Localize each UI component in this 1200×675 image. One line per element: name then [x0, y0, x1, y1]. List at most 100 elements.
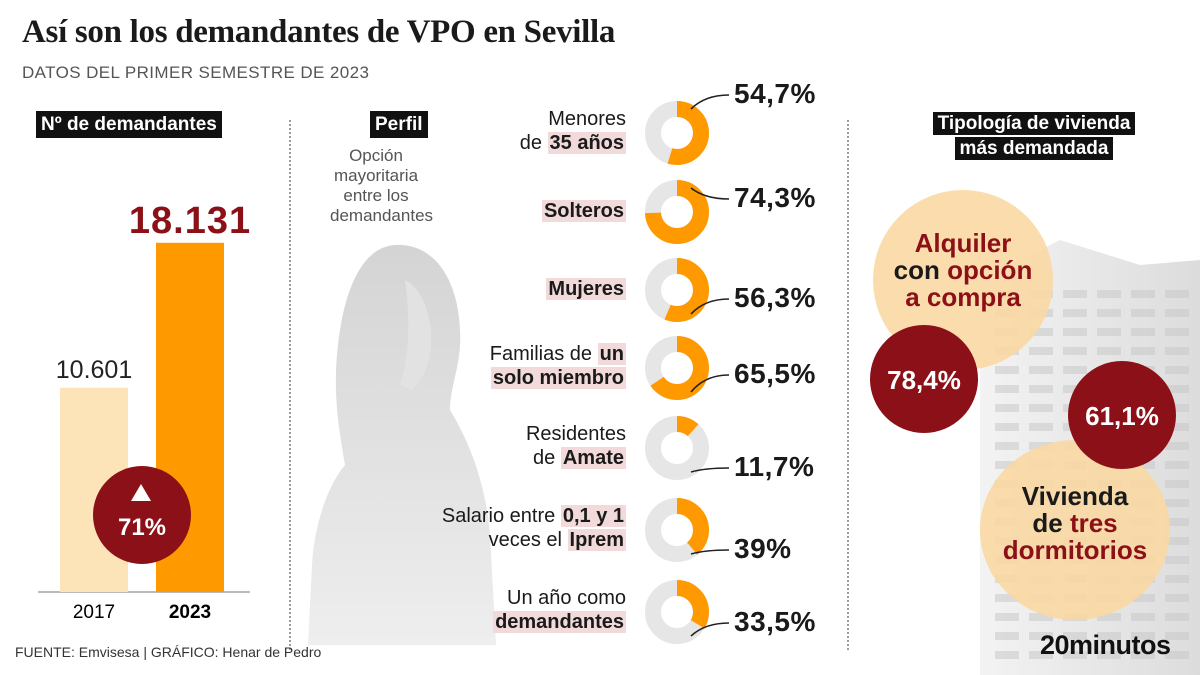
growth-badge: 71% — [93, 466, 191, 564]
perfil-label-line: Un año como — [493, 586, 626, 610]
section-divider-left — [289, 120, 291, 650]
perfil-label: Residentes de Amate — [526, 422, 626, 470]
perfil-label-line: solo miembro — [490, 366, 626, 390]
building-window — [1029, 632, 1053, 640]
perfil-value: 33,5% — [734, 606, 816, 637]
perfil-value: 74,3% — [734, 182, 816, 213]
highlighted-text: Mujeres — [546, 278, 626, 300]
perfil-label-line: Solteros — [541, 199, 626, 223]
tipologia-header-line: Tipología de vivienda — [932, 112, 1136, 135]
building-window — [1165, 594, 1189, 602]
typology-line: con opción — [873, 257, 1053, 284]
perfil-header: Perfil — [370, 111, 428, 138]
perfil-label-line: Familias de un — [490, 342, 626, 366]
donut-connector — [690, 467, 730, 473]
building-window — [1063, 328, 1087, 336]
building-window — [1063, 632, 1087, 640]
growth-value: 71% — [117, 514, 167, 541]
label-text: veces el — [488, 529, 568, 551]
building-window — [1165, 423, 1189, 431]
typology-text: de — [1032, 508, 1070, 538]
tipologia-header-line: más demandada — [954, 137, 1114, 160]
building-window — [995, 404, 1019, 412]
woman-silhouette-image — [308, 244, 496, 645]
perfil-label: Mujeres — [546, 277, 626, 301]
building-window — [1165, 518, 1189, 526]
donut-slice — [645, 180, 709, 244]
perfil-value: 39% — [734, 533, 792, 564]
highlighted-text: un — [597, 343, 626, 365]
perfil-label-line: Menores — [520, 107, 626, 131]
typology-text: Vivienda — [1021, 481, 1129, 511]
perfil-subtitle-line: demandantes — [330, 206, 434, 225]
perfil-label-line: veces el Iprem — [442, 528, 626, 552]
perfil-subtitle-line: entre los — [343, 186, 409, 205]
bar-category-label: 2017 — [73, 602, 115, 623]
building-window — [1131, 309, 1155, 317]
building-window — [1029, 385, 1053, 393]
building-window — [1063, 347, 1087, 355]
vivienda-value: 61,1% — [1085, 401, 1159, 431]
label-text: Menores — [548, 108, 626, 130]
building-window — [1165, 613, 1189, 621]
highlighted-text: solo miembro — [490, 367, 626, 389]
demandantes-bar-chart: 10.601 2017 18.131 2023 — [38, 200, 251, 623]
building-window — [1097, 290, 1121, 298]
source-credit: FUENTE: Emvisesa | GRÁFICO: Henar de Ped… — [15, 644, 322, 660]
building-window — [1165, 651, 1189, 659]
donut-slice — [645, 416, 709, 480]
perfil-label-line: de Amate — [526, 446, 626, 470]
perfil-label: Menores de 35 años — [520, 107, 626, 155]
bar-value-label: 18.131 — [129, 200, 251, 242]
building-window — [1063, 290, 1087, 298]
donut-slice — [645, 336, 709, 400]
building-window — [1029, 328, 1053, 336]
perfil-label: Salario entre 0,1 y 1 veces el Iprem — [442, 504, 626, 552]
building-window — [1063, 309, 1087, 317]
perfil-label: Familias de un solo miembro — [490, 342, 626, 390]
alquiler-value: 78,4% — [887, 365, 961, 395]
vivienda-label: Vivienda de tres dormitorios — [985, 483, 1165, 564]
building-window — [1063, 366, 1087, 374]
bar-value-label: 10.601 — [56, 356, 132, 384]
highlighted-text: Amate — [560, 447, 626, 469]
typology-text: tres — [1069, 508, 1118, 538]
perfil-value: 11,7% — [734, 451, 815, 482]
label-text: de — [533, 447, 561, 469]
section-divider-right — [847, 120, 849, 650]
donut-connector — [690, 298, 730, 315]
highlighted-text: 0,1 y 1 — [560, 505, 626, 527]
building-window — [1131, 594, 1155, 602]
building-window — [995, 651, 1019, 659]
typology-text: dormitorios — [1002, 535, 1148, 565]
perfil-label-line: Salario entre 0,1 y 1 — [442, 504, 626, 528]
perfil-value: 56,3% — [734, 282, 816, 313]
demandantes-header: Nº de demandantes — [36, 111, 222, 138]
building-window — [1097, 613, 1121, 621]
up-triangle-icon — [131, 484, 151, 501]
donut-slice — [645, 580, 709, 644]
building-window — [995, 366, 1019, 374]
building-window — [1097, 309, 1121, 317]
building-window — [1131, 632, 1155, 640]
building-window — [1165, 442, 1189, 450]
building-window — [1131, 613, 1155, 621]
building-window — [1165, 404, 1189, 412]
page-title: Así son los demandantes de VPO en Sevill… — [22, 14, 616, 50]
building-window — [995, 442, 1019, 450]
typology-line: a compra — [873, 284, 1053, 311]
alquiler-label: Alquiler con opción a compra — [873, 230, 1053, 311]
building-window — [1165, 480, 1189, 488]
building-window — [1165, 461, 1189, 469]
building-window — [1131, 347, 1155, 355]
building-window — [1063, 651, 1087, 659]
label-text: Familias de — [489, 343, 598, 365]
typology-text: Alquiler — [914, 228, 1012, 258]
perfil-subtitle-line: Opción — [349, 146, 403, 165]
label-text: Residentes — [525, 423, 626, 445]
perfil-label: Solteros — [541, 199, 626, 223]
building-window — [1165, 499, 1189, 507]
vivienda-value-badge: 61,1% — [1068, 361, 1176, 469]
label-text: Un año como — [507, 587, 626, 609]
building-window — [1029, 423, 1053, 431]
